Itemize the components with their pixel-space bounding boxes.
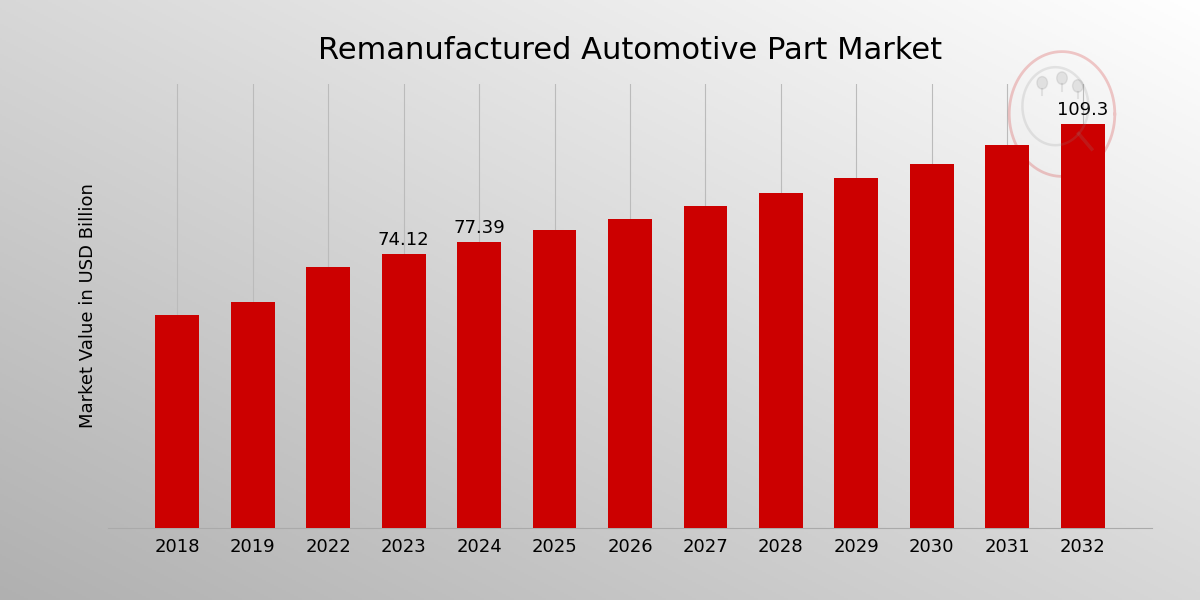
- Bar: [156, 315, 199, 528]
- Text: 77.39: 77.39: [454, 219, 505, 237]
- Y-axis label: Market Value in USD Billion: Market Value in USD Billion: [79, 184, 97, 428]
- Circle shape: [1057, 72, 1067, 85]
- Bar: [306, 267, 350, 528]
- Text: 109.3: 109.3: [1057, 101, 1109, 119]
- Bar: [684, 206, 727, 528]
- Bar: [608, 219, 652, 528]
- Circle shape: [1073, 80, 1084, 92]
- Title: Remanufactured Automotive Part Market: Remanufactured Automotive Part Market: [318, 36, 942, 65]
- Bar: [533, 230, 576, 528]
- Bar: [985, 145, 1030, 528]
- Bar: [457, 242, 500, 528]
- Bar: [910, 164, 954, 528]
- Bar: [834, 178, 878, 528]
- Bar: [230, 302, 275, 528]
- Bar: [1061, 124, 1104, 528]
- Text: 74.12: 74.12: [378, 232, 430, 250]
- Circle shape: [1037, 77, 1048, 89]
- Bar: [760, 193, 803, 528]
- Bar: [382, 254, 426, 528]
